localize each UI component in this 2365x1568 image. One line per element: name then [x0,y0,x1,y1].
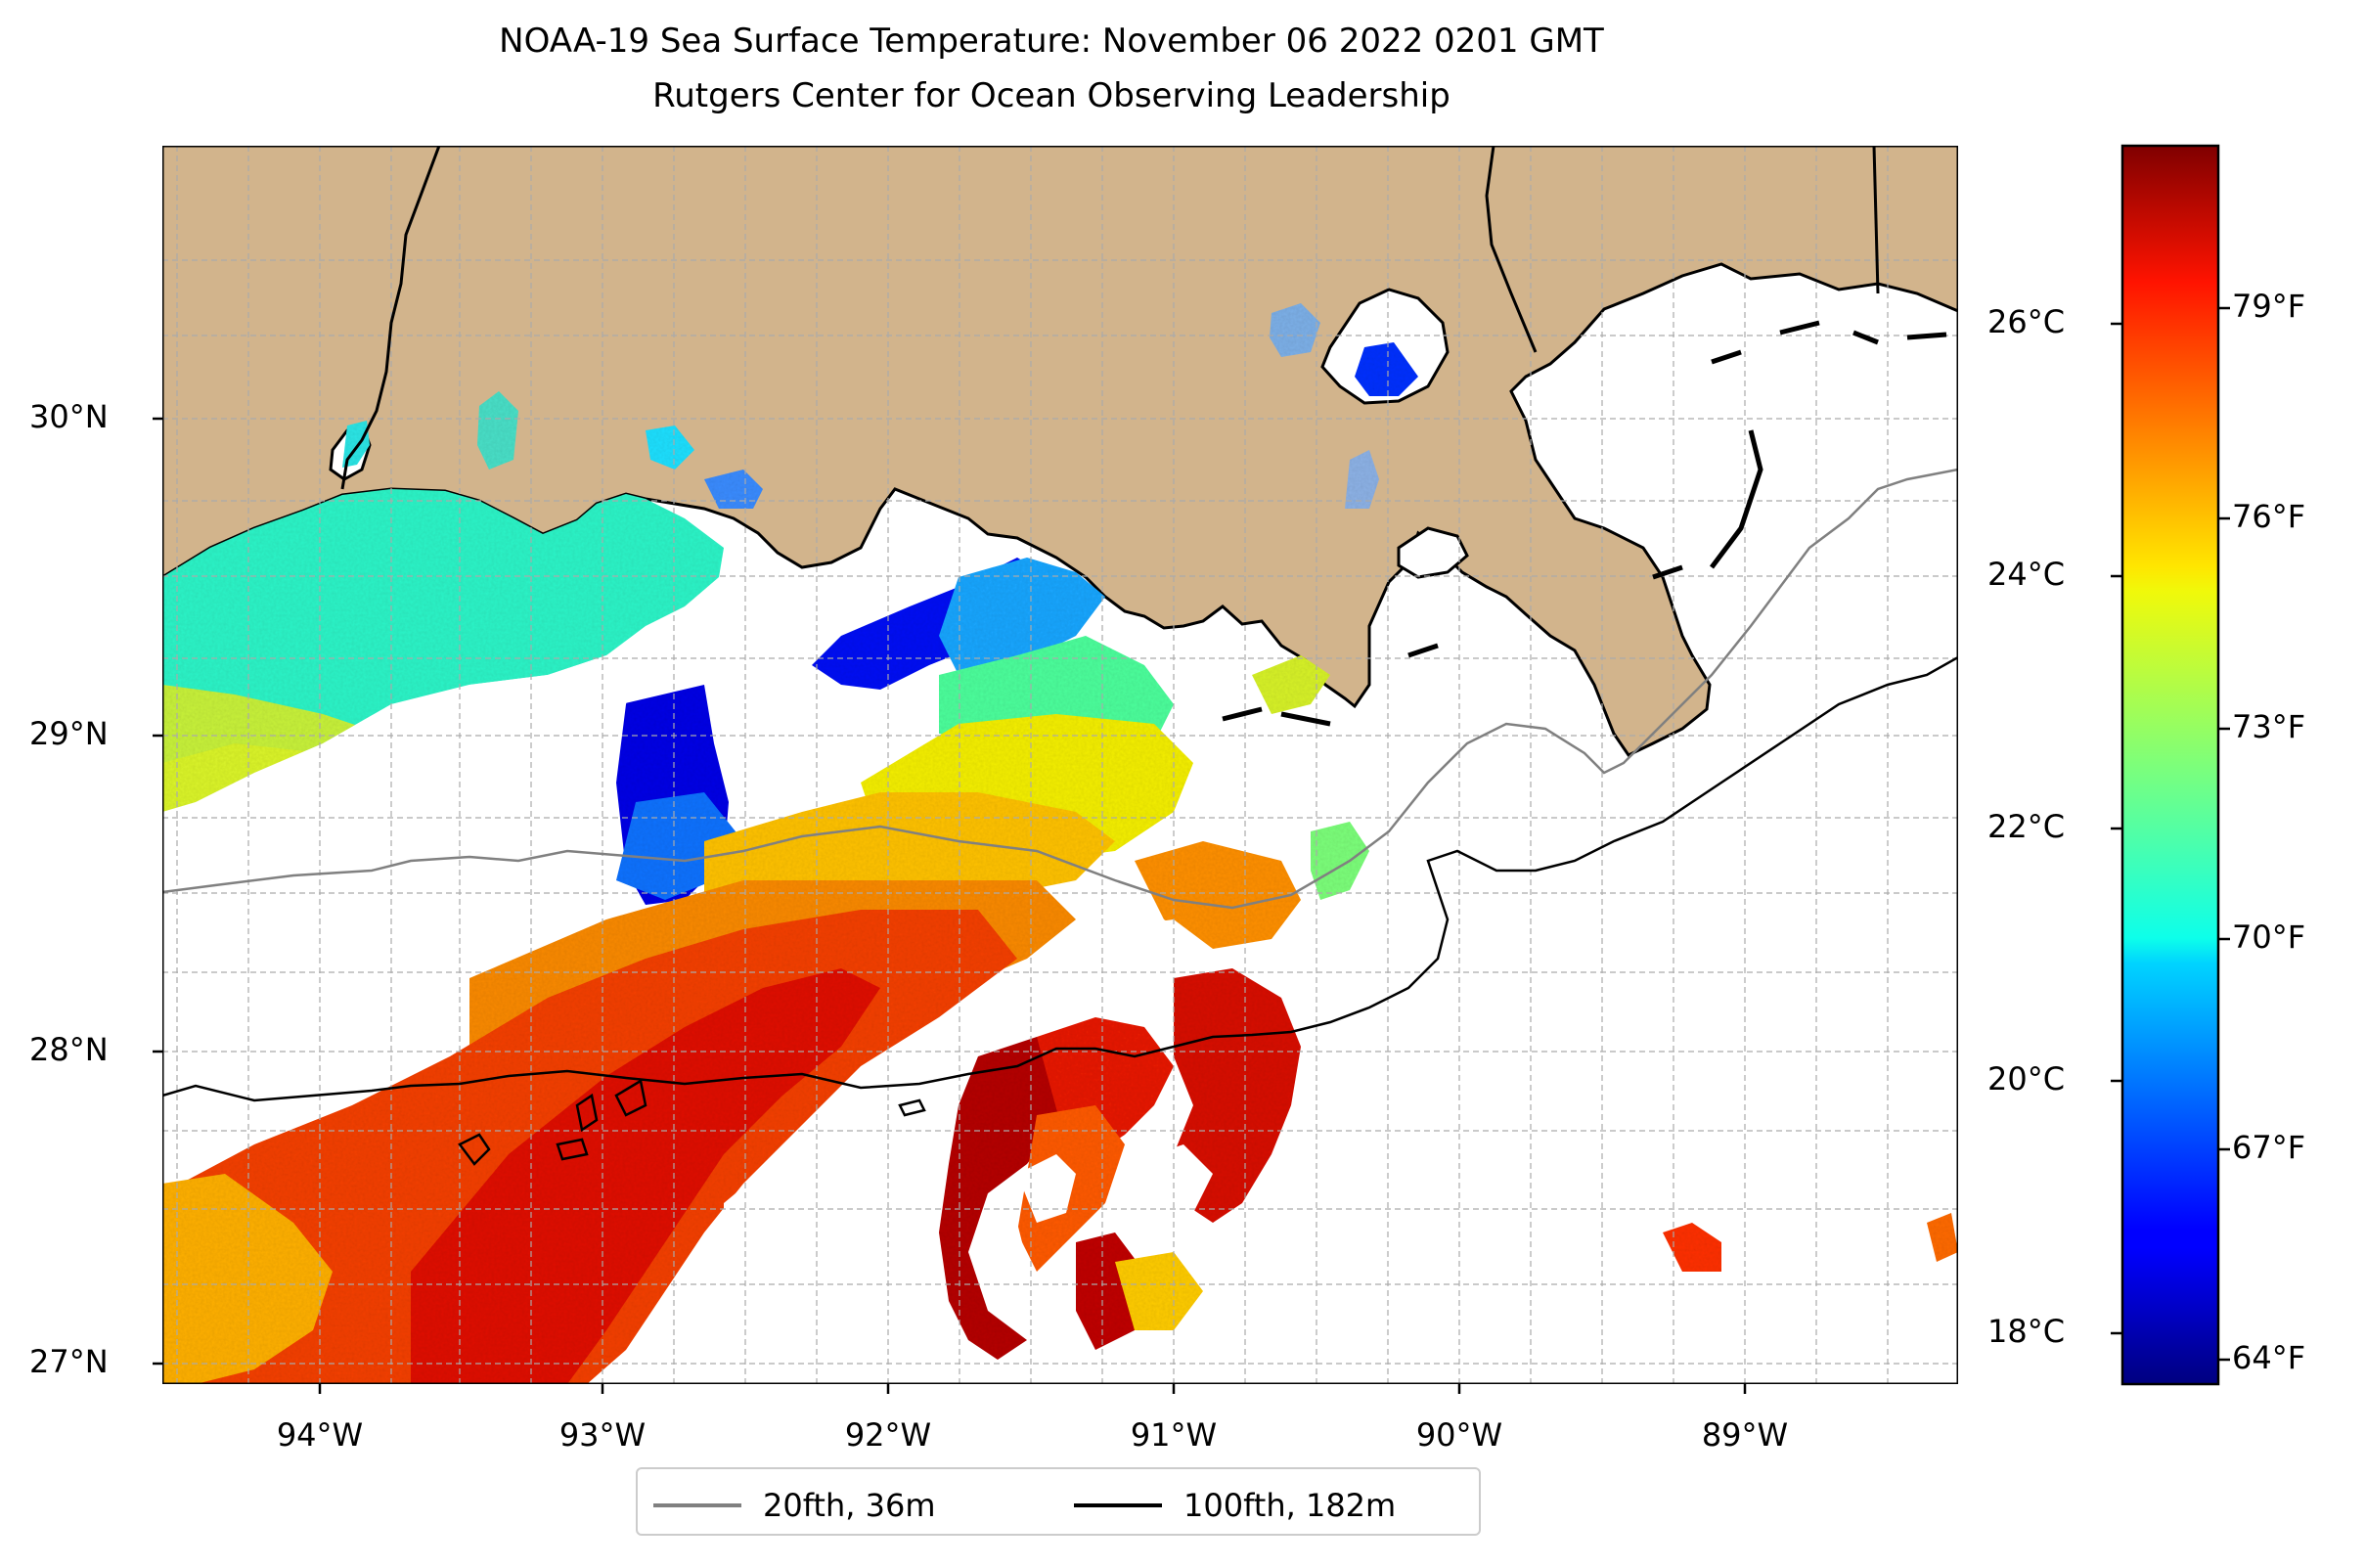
lon-label-92: 92°W [844,1416,932,1454]
legend-item-20fth: 20fth, 36m [653,1487,935,1524]
colorbar-label-76f: 76°F [2232,498,2306,535]
legend-swatch-20fth [653,1503,741,1507]
lon-label-94: 94°W [276,1416,364,1454]
lat-label-27: 27°N [29,1343,109,1380]
lat-label-29: 29°N [29,715,109,752]
lon-label-89: 89°W [1701,1416,1789,1454]
colorbar-label-18c: 18°C [1987,1313,2066,1350]
colorbar-label-26c: 26°C [1987,303,2066,340]
isobath-legend: 20fth, 36m 100fth, 182m [636,1467,1481,1536]
no-data-areas [162,636,1213,1311]
legend-label-20fth: 20fth, 36m [763,1487,936,1524]
isobath-20fth [162,468,1958,910]
isobath-loops [458,1079,926,1166]
state-border-east [1485,146,1538,353]
state-border [340,146,441,490]
lat-label-28: 28°N [29,1031,109,1068]
colorbar-label-22c: 22°C [1987,808,2066,845]
colorbar-label-70f: 70°F [2232,918,2306,956]
legend-item-100fth: 100fth, 182m [1074,1487,1396,1524]
barrier-islands [1222,320,1947,727]
axis-ticks [153,417,1747,1394]
map-title: NOAA-19 Sea Surface Temperature: Novembe… [499,22,1604,61]
colorbar-label-67f: 67°F [2232,1129,2306,1166]
legend-label-100fth: 100fth, 182m [1183,1487,1397,1524]
colorbar-label-24c: 24°C [1987,556,2066,593]
colorbar-label-73f: 73°F [2232,708,2306,745]
lon-label-91: 91°W [1130,1416,1218,1454]
colorbar-label-79f: 79°F [2232,288,2306,325]
lat-label-30: 30°N [29,398,109,435]
state-border-far-east [1872,146,1880,294]
colorbar-scale [2120,144,2220,1386]
isobath-100fth [162,655,1958,1102]
colorbar-label-64f: 64°F [2232,1339,2306,1376]
colorbar [2111,144,2230,1386]
legend-swatch-100fth [1074,1503,1162,1507]
colorbar-label-20c: 20°C [1987,1060,2066,1098]
map-subtitle: Rutgers Center for Ocean Observing Leade… [652,76,1450,115]
land-area [162,146,1958,757]
lon-label-93: 93°W [558,1416,647,1454]
map-panel[interactable] [156,146,1958,1384]
map-gridlines [162,146,1958,1384]
lon-label-90: 90°W [1415,1416,1503,1454]
